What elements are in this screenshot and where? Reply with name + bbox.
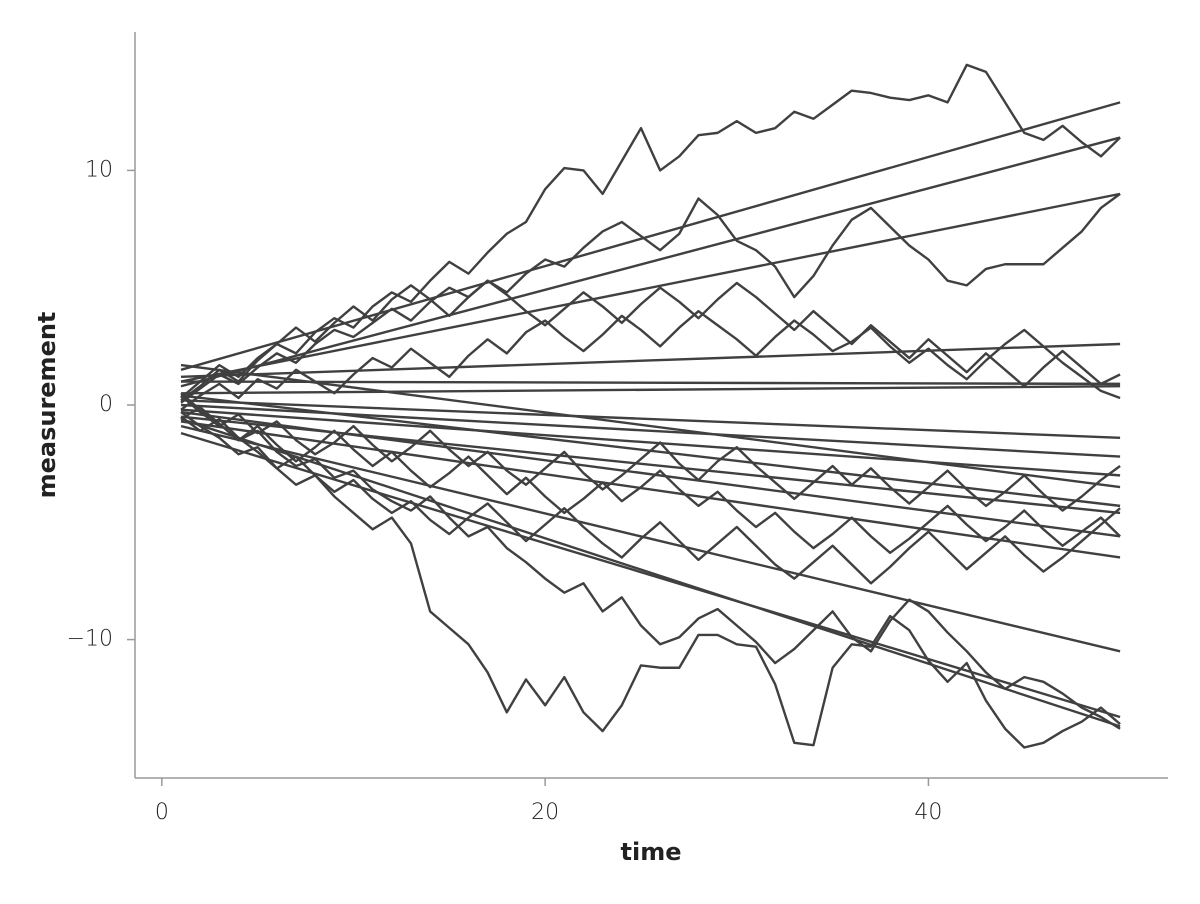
series-line: [180, 408, 1121, 477]
x-tick-label: 0: [155, 800, 169, 825]
series-line: [180, 342, 1121, 379]
series-line: [180, 380, 1121, 386]
series-line: [180, 411, 1121, 749]
series-line: [180, 363, 1121, 489]
series-line: [180, 399, 1121, 440]
series-line: [180, 136, 1121, 388]
series-line: [180, 424, 1121, 653]
x-tick-label: 40: [914, 800, 942, 825]
y-tick-label: 10: [85, 157, 113, 182]
series-line: [180, 410, 1121, 538]
y-tick-label: −10: [67, 627, 113, 652]
series-line: [180, 415, 1121, 585]
series-line: [180, 432, 1121, 719]
x-tick-label: 20: [531, 800, 559, 825]
y-axis-label: measurement: [33, 312, 61, 499]
series-line: [180, 192, 1121, 404]
series-line: [180, 309, 1121, 411]
series-line: [180, 279, 1121, 399]
series-line: [180, 101, 1121, 371]
series-line: [180, 392, 1121, 730]
x-axis-label: time: [621, 838, 682, 866]
series-line: [180, 192, 1121, 383]
y-tick-label: 0: [99, 392, 113, 417]
series-line: [180, 420, 1121, 559]
series-line: [180, 417, 1121, 728]
series-line: [180, 385, 1121, 395]
series-line: [180, 394, 1121, 508]
